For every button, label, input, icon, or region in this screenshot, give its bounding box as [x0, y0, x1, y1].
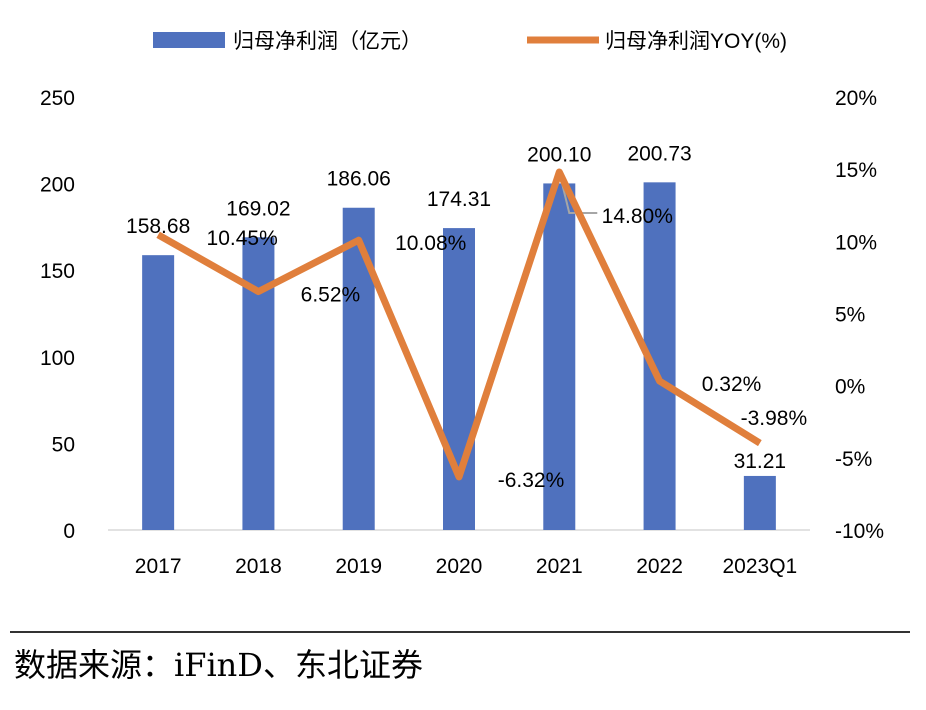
left-axis-tick: 50 — [52, 433, 75, 456]
x-axis-tick: 2023Q1 — [722, 555, 797, 578]
left-axis-tick: 200 — [40, 174, 75, 197]
chart: 0 50 100 150 200 250 -10% -5% 0% 5% 10% 15% 20% 2017 2… — [40, 30, 884, 578]
right-axis-tick: 5% — [835, 304, 865, 327]
bar-data-label: 174.31 — [427, 188, 491, 211]
x-axis-tick: 2019 — [335, 555, 382, 578]
right-axis-tick: 20% — [835, 87, 877, 110]
right-axis-tick: 15% — [835, 159, 877, 182]
right-axis-tick: -10% — [835, 520, 884, 543]
bar — [242, 237, 275, 530]
left-axis-tick: 0 — [63, 520, 75, 543]
legend-label-bar: 归母净利润（亿元） — [233, 30, 422, 53]
left-axis-tick: 100 — [40, 347, 75, 370]
bar — [342, 207, 375, 530]
right-axis-tick: 10% — [835, 231, 877, 254]
bar-data-label: 169.02 — [226, 197, 290, 220]
yoy-data-label: 6.52% — [301, 284, 361, 307]
x-axis-tick: 2022 — [636, 555, 683, 578]
left-axis-tick: 150 — [40, 260, 75, 283]
yoy-data-label: 14.80% — [602, 205, 673, 228]
bar-data-label: 200.73 — [627, 142, 691, 165]
legend-swatch-bar — [153, 32, 225, 48]
bar — [543, 183, 576, 530]
divider — [10, 631, 910, 633]
bar-data-label: 31.21 — [734, 450, 787, 473]
bar-data-label: 200.10 — [527, 143, 591, 166]
right-axis-tick: 0% — [835, 376, 865, 399]
x-axis-tick: 2017 — [135, 555, 182, 578]
yoy-data-label: -6.32% — [498, 469, 565, 492]
yoy-data-label: 10.45% — [207, 227, 278, 250]
right-axis-tick: -5% — [835, 448, 872, 471]
x-axis-tick: 2020 — [436, 555, 483, 578]
bar — [142, 255, 175, 530]
bar — [743, 475, 776, 530]
legend-label-line: 归母净利润YOY(%) — [605, 30, 787, 53]
yoy-data-label: -3.98% — [741, 407, 808, 430]
left-axis-tick: 250 — [40, 87, 75, 110]
yoy-data-label: 0.32% — [702, 373, 762, 396]
x-axis-tick: 2021 — [536, 555, 583, 578]
x-axis-tick: 2018 — [235, 555, 282, 578]
bar-data-label: 186.06 — [327, 168, 391, 191]
source-note: 数据来源：iFinD、东北证券 — [14, 646, 423, 684]
yoy-line — [156, 168, 762, 481]
bar-data-label: 158.68 — [126, 215, 190, 238]
bar — [443, 228, 475, 530]
yoy-data-label: 10.08% — [395, 232, 466, 255]
